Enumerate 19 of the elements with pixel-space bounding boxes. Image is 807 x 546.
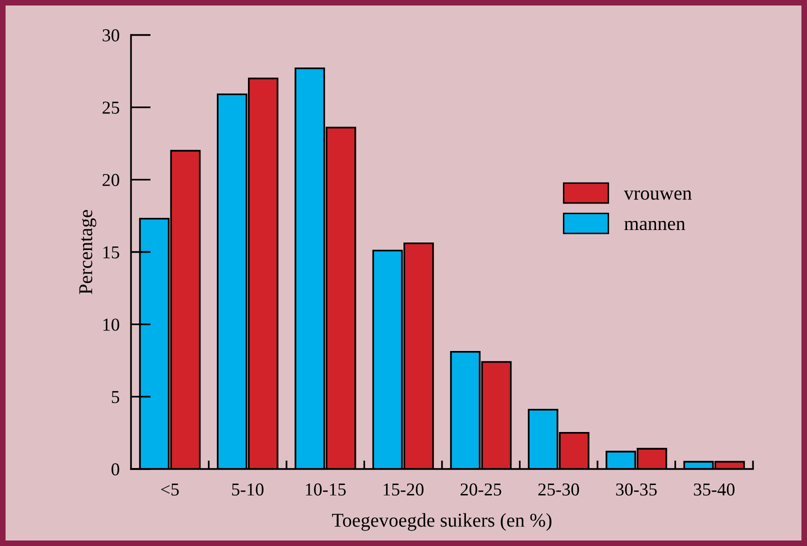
- x-tick-label: 10-15: [306, 483, 346, 496]
- y-axis-title: Percentage: [79, 210, 96, 294]
- y-tick-label: 5: [112, 391, 120, 404]
- x-tick-label: 5-10: [232, 483, 264, 496]
- y-tick-label: 0: [112, 463, 120, 476]
- y-tick-label: 25: [102, 102, 120, 114]
- y-tick-label: 10: [103, 318, 120, 331]
- legend-label: vrouwen: [624, 190, 692, 200]
- y-tick-label: 15: [103, 246, 120, 258]
- x-tick-label: 20-25: [460, 483, 502, 496]
- legend-label: mannen: [624, 220, 686, 230]
- x-axis-title: Toegevoegde suikers (en %): [332, 513, 552, 531]
- x-tick-label: 35-40: [694, 483, 734, 496]
- x-tick-label: <5: [161, 484, 179, 496]
- x-tick-label: 25-30: [538, 483, 579, 496]
- x-tick-label: 15-20: [384, 483, 424, 496]
- y-tick-label: 20: [102, 174, 120, 186]
- x-tick-label: 30-35: [616, 483, 657, 496]
- y-tick-label: 30: [102, 29, 120, 42]
